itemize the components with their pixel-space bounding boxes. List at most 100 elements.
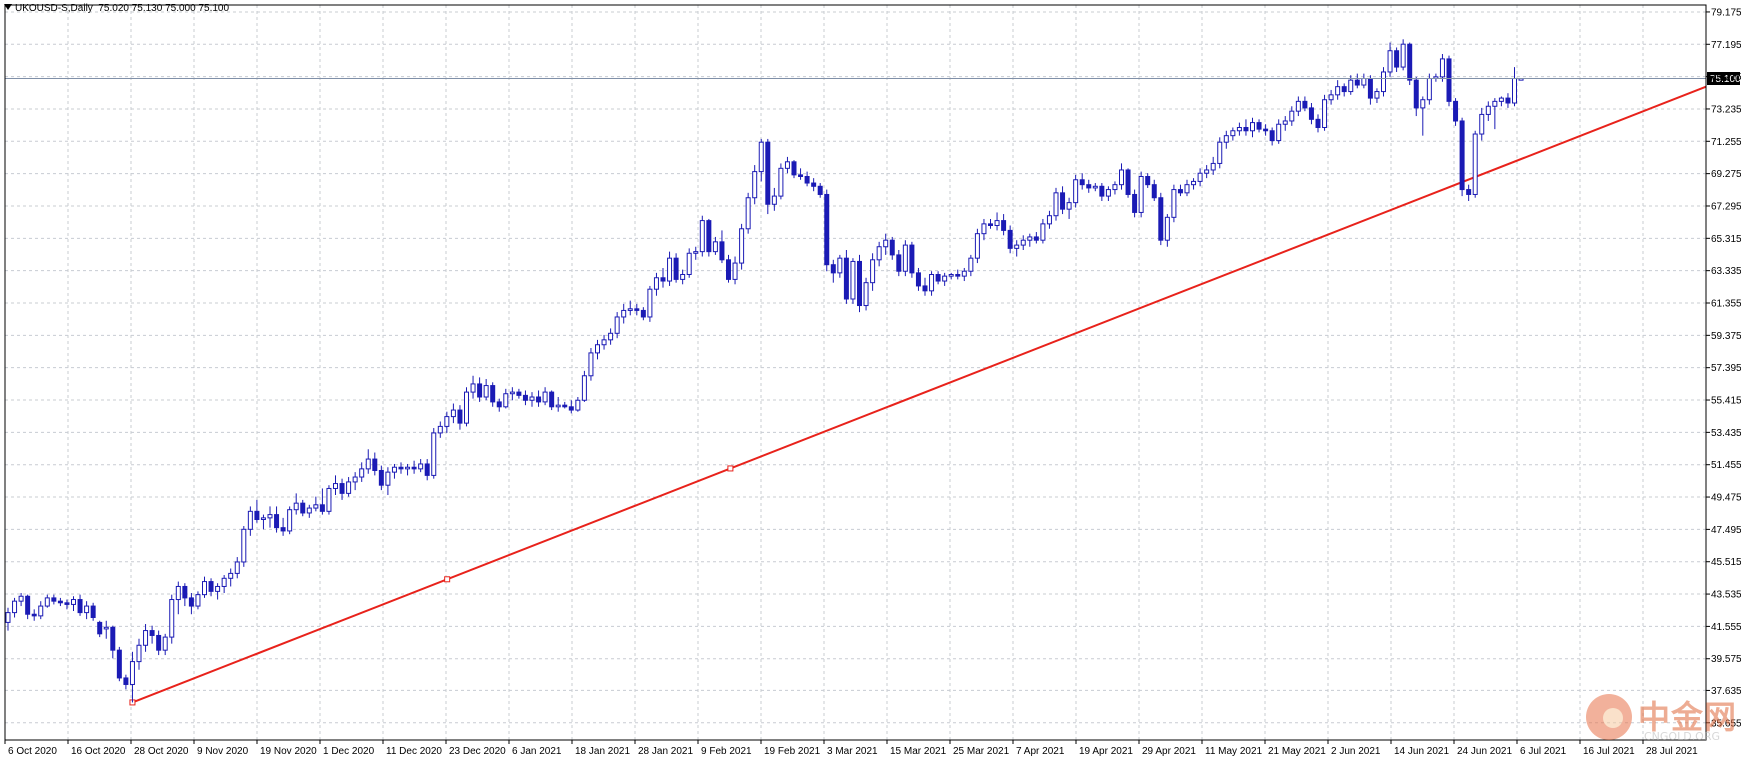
candle-body-down bbox=[123, 677, 129, 685]
candle bbox=[503, 388, 509, 409]
candle-body-up bbox=[5, 612, 11, 623]
candle-body-up bbox=[1420, 99, 1426, 109]
candle bbox=[378, 465, 384, 491]
candle-body-up bbox=[1387, 50, 1393, 73]
candle-body-down bbox=[156, 634, 162, 651]
candle-body-down bbox=[896, 254, 902, 272]
candle-body-down bbox=[1269, 130, 1275, 142]
candle-body-up bbox=[1119, 169, 1124, 186]
candle-body-up bbox=[1381, 71, 1386, 93]
candle-body-down bbox=[1453, 100, 1459, 122]
current-price-label: 75.100 bbox=[1710, 74, 1741, 85]
candle bbox=[398, 462, 404, 474]
candle-body-up bbox=[778, 167, 784, 197]
candle bbox=[509, 387, 515, 401]
candle bbox=[352, 472, 358, 491]
candle bbox=[542, 387, 548, 406]
candle bbox=[1387, 42, 1393, 77]
candle bbox=[627, 300, 633, 316]
candle bbox=[745, 192, 751, 234]
candle bbox=[44, 594, 50, 608]
candle-body-up bbox=[1046, 215, 1052, 225]
candle-body-down bbox=[457, 409, 463, 424]
candle bbox=[1092, 183, 1098, 192]
candle-body-up bbox=[18, 595, 24, 602]
x-tick-label: 11 Dec 2020 bbox=[386, 746, 442, 757]
candle bbox=[1145, 173, 1151, 188]
x-tick-label: 19 Nov 2020 bbox=[260, 746, 317, 757]
current-price-tag bbox=[1707, 72, 1740, 85]
candle-body-up bbox=[627, 308, 633, 311]
candle-body-down bbox=[1263, 128, 1269, 132]
candle-body-up bbox=[202, 581, 207, 596]
candle-body-down bbox=[935, 274, 941, 282]
candle bbox=[680, 269, 686, 285]
candle bbox=[280, 517, 286, 536]
candle bbox=[614, 312, 620, 339]
candle-body-down bbox=[1394, 50, 1400, 68]
candle bbox=[5, 607, 11, 631]
candle bbox=[293, 493, 299, 515]
candle-body-up bbox=[450, 409, 456, 418]
candle-body-up bbox=[1230, 130, 1236, 137]
candle bbox=[1335, 80, 1341, 100]
candle bbox=[974, 228, 980, 264]
candle-body-down bbox=[110, 626, 116, 651]
candle bbox=[490, 382, 496, 407]
candle bbox=[1269, 127, 1275, 146]
candle bbox=[12, 597, 18, 618]
candle bbox=[634, 303, 640, 316]
candle-body-down bbox=[1132, 193, 1138, 213]
dropdown-triangle-icon[interactable] bbox=[4, 4, 12, 10]
candle-body-up bbox=[1105, 189, 1111, 197]
candle-body-down bbox=[1459, 120, 1465, 191]
y-tick-label: 59.375 bbox=[1711, 331, 1741, 342]
candle-body-down bbox=[562, 404, 568, 408]
candle bbox=[1263, 124, 1269, 136]
candle-body-up bbox=[326, 487, 332, 512]
candle-body-up bbox=[306, 507, 312, 514]
candle bbox=[267, 506, 273, 528]
candle bbox=[162, 633, 168, 656]
candle-body-up bbox=[771, 195, 777, 205]
candle-body-down bbox=[300, 502, 306, 514]
candle-body-down bbox=[116, 649, 122, 679]
candle bbox=[791, 160, 797, 179]
candle-body-up bbox=[745, 197, 751, 230]
candle bbox=[247, 506, 253, 536]
x-tick-label: 6 Oct 2020 bbox=[8, 746, 57, 757]
candle-body-up bbox=[260, 517, 266, 520]
candle bbox=[110, 625, 116, 659]
x-tick-label: 9 Nov 2020 bbox=[197, 746, 249, 757]
candle-body-up bbox=[588, 352, 594, 377]
chart-symbol: UKOUSD-S,Daily bbox=[15, 3, 93, 14]
candle-body-up bbox=[581, 375, 587, 401]
candle-body-up bbox=[1014, 244, 1020, 249]
x-tick-label: 9 Feb 2021 bbox=[701, 746, 752, 757]
y-tick-label: 47.495 bbox=[1711, 525, 1741, 536]
y-tick-label: 67.295 bbox=[1711, 201, 1741, 212]
candle bbox=[922, 277, 928, 296]
candle bbox=[208, 578, 214, 597]
candle-body-up bbox=[621, 309, 627, 318]
candle-body-down bbox=[1466, 189, 1472, 195]
x-tick-label: 6 Jul 2021 bbox=[1520, 746, 1567, 757]
candle bbox=[653, 272, 659, 296]
candle bbox=[883, 233, 889, 255]
candle bbox=[693, 246, 699, 260]
y-tick-label: 51.455 bbox=[1711, 460, 1741, 471]
candle-body-up bbox=[784, 161, 790, 169]
candle-body-down bbox=[411, 466, 417, 470]
candle-body-down bbox=[843, 257, 849, 300]
candle bbox=[915, 267, 921, 291]
candle bbox=[215, 583, 221, 600]
candle bbox=[385, 467, 391, 495]
candle-body-down bbox=[915, 272, 921, 287]
candle-body-down bbox=[765, 141, 771, 205]
candle-body-up bbox=[352, 476, 358, 483]
candle-body-down bbox=[319, 504, 325, 512]
candle bbox=[981, 218, 987, 241]
candle bbox=[889, 236, 895, 260]
candle-body-down bbox=[97, 621, 103, 635]
candle-body-up bbox=[1361, 78, 1367, 86]
